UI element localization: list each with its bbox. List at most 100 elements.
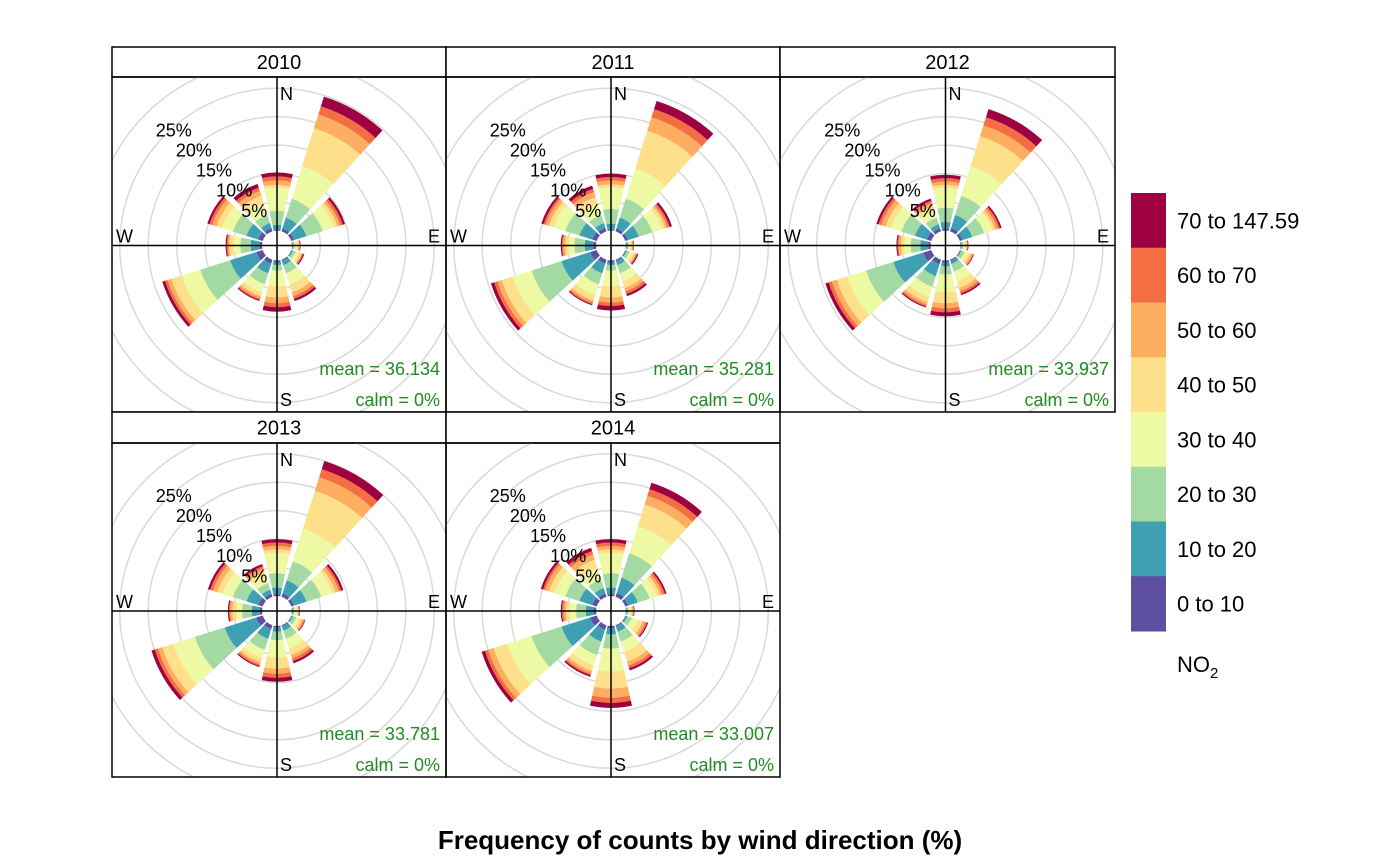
sector-SSE-bin-1 — [615, 622, 626, 632]
sector-WNW-bin-6 — [543, 197, 561, 225]
sector-ENE-bin-6 — [324, 565, 342, 592]
sector-NNE-bin-1 — [616, 577, 635, 597]
sector-NNW-bin-3 — [581, 204, 602, 222]
sector-NNE-bin-4 — [302, 128, 361, 185]
ring-label: 10% — [885, 181, 921, 201]
mean-label: mean = 33.007 — [653, 724, 774, 744]
sector-SSE-bin-0 — [615, 256, 622, 261]
sector-ESE-bin-4 — [293, 252, 302, 263]
sector-ESE-bin-0 — [288, 250, 292, 257]
panel-strip — [445, 411, 781, 444]
ring-label: 15% — [864, 161, 900, 181]
legend: 70 to 147.59 60 to 70 50 to 60 40 to 50 30 t… — [1131, 193, 1299, 682]
sector-WSW-bin-4 — [493, 643, 531, 695]
sector-NNE-bin-0 — [281, 593, 290, 600]
sector-WSW-bin-2 — [531, 626, 573, 668]
sector-WNW-bin-7 — [207, 562, 226, 590]
sector-SSE-bin-3 — [620, 634, 641, 653]
ring-label: 5% — [241, 201, 267, 221]
sector-WSW-bin-6 — [828, 281, 858, 329]
ring-label: 10% — [550, 181, 586, 201]
sector-NNE-bin-7 — [654, 100, 714, 141]
sector-SSW-bin-1 — [591, 259, 606, 274]
sector-ESE-bin-3 — [291, 251, 299, 261]
legend-label-4: 40 to 50 — [1177, 373, 1257, 398]
sector-NNE-bin-7 — [985, 109, 1043, 147]
sector-NNE-bin-4 — [970, 136, 1023, 185]
sector-WSW-bin-3 — [847, 270, 885, 316]
sector-WNW-bin-0 — [926, 232, 935, 241]
legend-label-2: 20 to 30 — [1177, 482, 1257, 507]
sector-ENE-bin-5 — [983, 208, 998, 230]
sector-NNW-bin-3 — [247, 204, 268, 222]
sector-SSE-bin-2 — [951, 259, 965, 272]
sector-SSE-bin-4 — [956, 273, 976, 289]
sector-NNW-bin-1 — [261, 589, 272, 598]
sector-ESE-bin-6 — [637, 621, 648, 637]
sector-SSW-bin-3 — [243, 275, 265, 293]
sector-ENE-bin-7 — [327, 197, 346, 225]
sector-WSW-bin-3 — [181, 269, 218, 314]
sector-WNW-bin-6 — [210, 563, 228, 591]
sector-ENE-bin-2 — [299, 579, 322, 602]
sector-NNE-bin-1 — [616, 217, 631, 233]
sector-SSW-bin-4 — [905, 285, 930, 303]
panel-year-label: 2014 — [591, 418, 636, 440]
sector-WSW-bin-7 — [481, 650, 514, 703]
sector-NNW-bin-7 — [233, 183, 259, 201]
sector-NNW-bin-6 — [236, 187, 260, 204]
sector-NNW-bin-1 — [930, 224, 941, 233]
sector-ESE-bin-7 — [638, 622, 649, 638]
sector-WSW-bin-1 — [893, 252, 929, 283]
compass-E: E — [762, 592, 774, 612]
legend-swatch-3 — [1131, 412, 1166, 468]
sector-NNW-bin-0 — [598, 227, 607, 235]
ring-label: 5% — [241, 566, 267, 586]
ring-label: 10% — [216, 546, 252, 566]
sector-SSW-bin-0 — [598, 256, 607, 264]
sector-SSE-bin-4 — [624, 643, 647, 662]
calm-label: calm = 0% — [689, 390, 774, 410]
sector-SSW-bin-7 — [901, 292, 927, 308]
legend-swatch-6 — [1131, 247, 1166, 303]
legend-title-sub: 2 — [1210, 665, 1218, 682]
sector-ENE-bin-1 — [958, 226, 973, 241]
sector-NNW-bin-4 — [574, 559, 598, 579]
sector-SSW-bin-5 — [903, 289, 928, 305]
legend-label-0: 0 to 10 — [1177, 592, 1244, 617]
sector-SSW-bin-6 — [238, 652, 261, 667]
sector-ENE-bin-5 — [322, 567, 340, 593]
ring-label: 25% — [824, 120, 860, 140]
sector-ESE-bin-7 — [298, 619, 306, 632]
sector-SSE-bin-7 — [293, 286, 317, 302]
sector-SSW-bin-2 — [916, 269, 936, 287]
compass-S: S — [280, 390, 292, 410]
legend-label-1: 10 to 20 — [1177, 537, 1257, 562]
sector-WNW-bin-3 — [891, 206, 912, 232]
sector-ESE-bin-6 — [296, 253, 304, 265]
chart-title: Frequency of counts by wind direction (%… — [438, 825, 962, 855]
calm-label: calm = 0% — [355, 755, 440, 775]
sector-SSW-bin-3 — [243, 640, 265, 658]
windrose-panel-2014: 2014 N E S W 5%10%15%20%25% mean = 33.007 calm … — [445, 411, 781, 778]
sector-SSW-bin-1 — [257, 625, 272, 639]
compass-E: E — [428, 227, 440, 247]
sector-ENE-bin-0 — [288, 233, 295, 241]
sector-SSE-bin-4 — [288, 640, 309, 656]
sector-NNW-bin-7 — [568, 185, 594, 202]
legend-label-7: 70 to 147.59 — [1177, 208, 1299, 233]
compass-W: W — [784, 227, 801, 247]
ring-label: 15% — [530, 526, 566, 546]
sector-ENE-bin-2 — [632, 216, 653, 237]
panel-plot-area — [446, 443, 780, 777]
legend-label-5: 50 to 60 — [1177, 318, 1257, 343]
sector-NNE-bin-3 — [291, 166, 334, 210]
sector-WNW-bin-3 — [221, 206, 243, 232]
ring-label: 20% — [844, 140, 880, 160]
compass-S: S — [280, 755, 292, 775]
sector-WSW-bin-0 — [256, 615, 266, 626]
sector-ENE-bin-0 — [956, 233, 963, 241]
sector-WNW-bin-2 — [565, 213, 587, 236]
sector-W-bin-7 — [560, 600, 564, 622]
sector-WSW-bin-2 — [531, 261, 573, 302]
